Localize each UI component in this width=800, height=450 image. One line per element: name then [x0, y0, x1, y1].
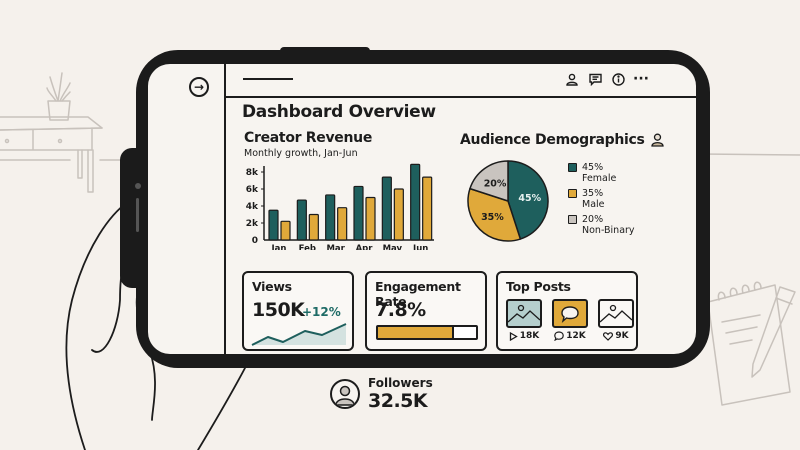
followers-widget: Followers 32.5K: [330, 376, 433, 412]
demographics-legend: 45% Female 35% Male 20% Non-Binary: [568, 162, 635, 240]
side-rail: →: [148, 64, 226, 354]
title-placeholder-line: [243, 78, 293, 80]
avatar: [330, 379, 360, 409]
phone-speaker: [136, 198, 139, 232]
phone-camera: [135, 183, 141, 189]
revenue-subtitle: Monthly growth, Jan-Jun: [244, 148, 358, 159]
arrow-right-circle-icon[interactable]: →: [189, 77, 209, 97]
svg-text:Jan: Jan: [271, 244, 287, 250]
post-item[interactable]: 9K: [598, 299, 634, 341]
svg-text:2k: 2k: [246, 219, 259, 229]
comment-icon[interactable]: [588, 72, 602, 86]
legend-swatch: [568, 189, 577, 198]
top-bar-actions: ···: [565, 71, 649, 87]
user-icon: [650, 133, 664, 147]
top-posts-card: Top Posts 18K 12K: [496, 271, 638, 351]
demographics-title-text: Audience Demographics: [460, 132, 645, 148]
image-icon: [506, 299, 542, 328]
svg-text:35%: 35%: [481, 212, 504, 223]
notepad-sketch: [707, 281, 796, 406]
svg-text:May: May: [383, 244, 403, 250]
legend-item: 20% Non-Binary: [568, 214, 635, 236]
legend-text: 20% Non-Binary: [582, 214, 635, 236]
post-item[interactable]: 18K: [506, 299, 542, 341]
table-sketch: [0, 72, 128, 193]
post-stat-value: 12K: [566, 331, 586, 341]
top-bar: ···: [226, 64, 696, 98]
svg-text:45%: 45%: [518, 193, 541, 204]
comment-icon: [552, 299, 588, 328]
svg-text:6k: 6k: [246, 185, 259, 195]
engagement-value: 7.8%: [375, 299, 426, 321]
demographics-pie-chart: 45% 35% 20%: [467, 160, 549, 242]
views-title: Views: [252, 279, 292, 294]
legend-item: 35% Male: [568, 188, 635, 210]
post-stat-value: 18K: [519, 331, 540, 341]
views-sparkline: [251, 323, 347, 346]
wall-line: [699, 153, 800, 156]
revenue-title: Creator Revenue: [244, 130, 373, 146]
page-title: Dashboard Overview: [242, 102, 436, 122]
views-value: 150K: [252, 299, 305, 321]
engagement-title: Engagement Rate: [375, 279, 461, 309]
comment-icon: [554, 331, 565, 341]
legend-swatch: [568, 215, 577, 224]
post-stat: 12K: [554, 331, 586, 341]
demographics-title: Audience Demographics: [460, 132, 664, 148]
svg-text:8k: 8k: [246, 168, 259, 178]
post-stat-value: 9K: [615, 331, 629, 341]
legend-swatch: [568, 163, 577, 172]
post-item[interactable]: 12K: [552, 299, 588, 341]
engagement-card[interactable]: Engagement Rate 7.8%: [365, 271, 487, 351]
followers-label: Followers: [368, 376, 433, 390]
views-delta: +12%: [302, 305, 341, 319]
svg-text:4k: 4k: [246, 202, 259, 212]
post-stat: 18K: [509, 331, 540, 341]
legend-text: 45% Female: [582, 162, 617, 184]
top-posts-title: Top Posts: [506, 279, 571, 294]
more-icon[interactable]: ···: [633, 71, 649, 87]
play-icon: [509, 331, 518, 341]
svg-text:Mar: Mar: [326, 244, 345, 250]
legend-item: 45% Female: [568, 162, 635, 184]
views-card[interactable]: Views 150K +12%: [242, 271, 354, 351]
legend-text: 35% Male: [582, 188, 605, 210]
svg-text:Feb: Feb: [299, 244, 316, 250]
svg-text:Apr: Apr: [356, 244, 374, 250]
top-posts-list: 18K 12K 9K: [506, 299, 634, 341]
followers-value: 32.5K: [368, 390, 428, 412]
post-stat: 9K: [603, 331, 629, 341]
image-icon: [598, 299, 634, 328]
svg-text:Jun: Jun: [412, 244, 428, 250]
info-icon[interactable]: [611, 72, 625, 86]
heart-icon: [603, 331, 614, 341]
engagement-progress-fill: [378, 327, 455, 338]
engagement-progress-bar: [376, 325, 478, 340]
svg-text:20%: 20%: [484, 179, 507, 190]
svg-text:0: 0: [252, 236, 258, 246]
phone-screen: → ··· Dashboard Overview Creator Revenue…: [148, 64, 696, 354]
revenue-bar-chart: 0 2k 4k 6k 8k Jan Feb Mar Apr May Jun: [246, 163, 434, 250]
user-icon[interactable]: [565, 72, 579, 86]
